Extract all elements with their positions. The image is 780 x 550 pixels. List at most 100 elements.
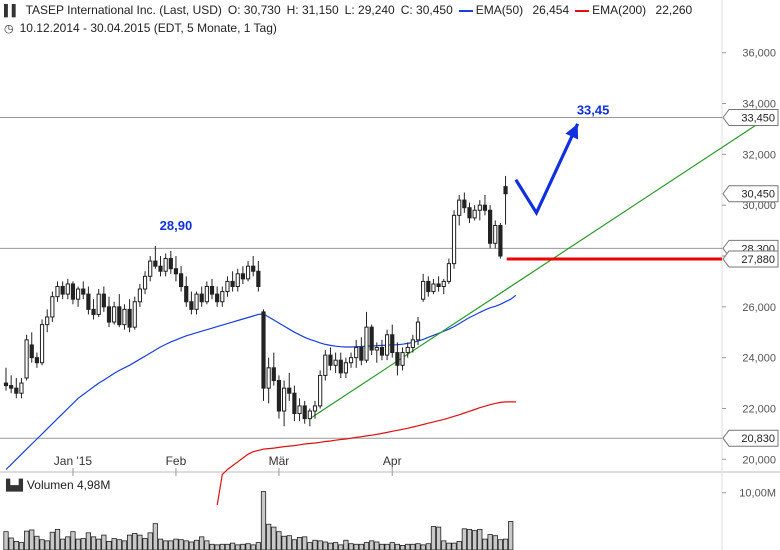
candle-body xyxy=(276,380,282,412)
volume-bar xyxy=(410,543,416,550)
candle-body xyxy=(282,387,287,412)
volume-bar xyxy=(204,540,210,550)
candle-body xyxy=(91,308,96,315)
candle-body xyxy=(457,199,462,216)
candle xyxy=(271,352,276,386)
volume-bar xyxy=(343,539,349,550)
candle-body xyxy=(76,288,81,300)
candle-body xyxy=(96,293,101,315)
low-value: L: 29,240 xyxy=(344,3,395,17)
volume-bar xyxy=(157,538,164,550)
candle-body xyxy=(482,204,488,211)
candle xyxy=(266,357,271,404)
candle-body xyxy=(323,354,328,376)
volume-bar xyxy=(348,543,354,550)
candle xyxy=(261,309,266,401)
volume-bar xyxy=(137,534,143,550)
candle xyxy=(101,286,106,312)
y-tick-label: 20,000 xyxy=(742,454,776,466)
volume-bar xyxy=(49,531,55,550)
candle xyxy=(245,261,251,282)
trend-line xyxy=(309,123,759,420)
clock-icon[interactable]: ◷ xyxy=(4,23,14,35)
price-label-text: 20,830 xyxy=(741,433,775,445)
volume-bar xyxy=(430,526,437,550)
candle xyxy=(421,273,426,302)
volume-bar xyxy=(477,528,483,550)
candle xyxy=(348,352,354,368)
candle xyxy=(477,200,482,221)
volume-bar xyxy=(70,531,76,550)
candle xyxy=(215,286,220,307)
volume-bar xyxy=(332,542,339,550)
candle-body xyxy=(400,352,405,366)
volume-bar xyxy=(472,530,478,550)
chart-header: ▌▌ TASEP International Inc. (Last, USD) O:… xyxy=(4,3,704,17)
candle-body xyxy=(179,273,184,287)
volume-bar xyxy=(502,538,509,550)
candle xyxy=(323,350,328,381)
candle xyxy=(390,324,395,358)
candle xyxy=(488,205,493,249)
candle xyxy=(148,256,153,282)
candle-body xyxy=(184,285,189,303)
candle xyxy=(189,291,194,315)
candle xyxy=(91,299,96,320)
volume-bar xyxy=(39,539,45,550)
volume-bar xyxy=(405,543,411,550)
volume-bar xyxy=(389,542,395,550)
ema200-legend: EMA(200) 22,260 xyxy=(575,3,698,17)
candle xyxy=(29,332,34,363)
candle xyxy=(276,375,282,419)
candle-body xyxy=(441,280,446,287)
candle xyxy=(385,329,390,361)
bar-chart-icon[interactable]: ▌▌ xyxy=(4,5,20,17)
volume-bars-icon[interactable]: ▙▟ xyxy=(6,480,23,492)
candle-body xyxy=(132,301,137,328)
candle xyxy=(81,281,86,300)
candle xyxy=(297,398,302,422)
candle xyxy=(395,342,400,376)
candle-body xyxy=(503,186,508,195)
volume-bar xyxy=(399,545,406,550)
volume-bar xyxy=(13,541,19,550)
candle xyxy=(112,301,117,325)
candle xyxy=(369,324,374,356)
candle-body xyxy=(55,285,60,298)
volume-bar xyxy=(276,531,282,550)
volume-bar xyxy=(240,543,246,550)
candle xyxy=(24,334,29,381)
price-label-box: 27,880 xyxy=(722,250,779,268)
candle-body xyxy=(359,346,364,361)
candle xyxy=(194,291,199,315)
candle-body xyxy=(189,301,194,310)
volume-bar xyxy=(90,536,97,550)
open-value: O: 30,730 xyxy=(227,3,281,17)
candle-body xyxy=(122,308,127,326)
candle xyxy=(302,400,307,424)
candle xyxy=(158,256,163,277)
y-tick-label: 26,000 xyxy=(742,302,776,314)
volume-bar xyxy=(456,541,462,550)
volume-bar xyxy=(96,538,102,550)
ema200-label: EMA(200) xyxy=(592,3,647,17)
candle-body xyxy=(426,280,431,293)
candle xyxy=(209,278,215,300)
candle xyxy=(9,375,14,394)
candle xyxy=(410,334,415,353)
candle-body xyxy=(328,354,333,366)
volume-bar xyxy=(291,539,298,550)
candle xyxy=(127,299,132,333)
candle-body xyxy=(271,367,276,382)
candle xyxy=(163,253,168,277)
candle xyxy=(282,380,287,427)
candle-body xyxy=(292,392,297,415)
ema50-value: 26,454 xyxy=(532,3,570,17)
ema200-swatch xyxy=(575,9,590,12)
candle xyxy=(45,309,50,333)
candle-body xyxy=(488,209,493,244)
candle xyxy=(503,175,508,225)
volume-bar xyxy=(142,538,148,550)
volume-bar xyxy=(307,542,313,550)
candle-body xyxy=(307,410,312,420)
